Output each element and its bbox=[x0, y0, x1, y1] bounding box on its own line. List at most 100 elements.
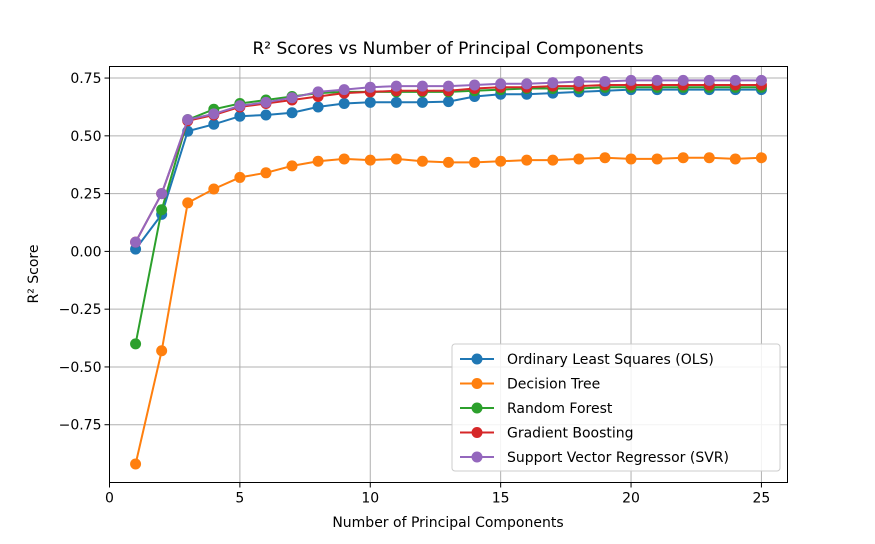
data-point bbox=[208, 118, 220, 130]
plot-frame bbox=[109, 66, 788, 483]
legend-label: Random Forest bbox=[507, 401, 613, 417]
data-point bbox=[443, 96, 454, 108]
data-point bbox=[130, 338, 142, 350]
legend-marker bbox=[471, 451, 483, 463]
data-point bbox=[469, 79, 481, 91]
data-point bbox=[547, 154, 559, 166]
y-tick-label: −0.50 bbox=[59, 360, 102, 376]
legend-item: Ordinary Least Squares (OLS) bbox=[460, 352, 714, 368]
data-point bbox=[729, 74, 741, 86]
data-point bbox=[182, 114, 194, 126]
series-5 bbox=[130, 74, 767, 248]
data-point bbox=[156, 345, 168, 357]
data-point bbox=[521, 154, 533, 166]
x-tick-label: 10 bbox=[361, 491, 379, 507]
legend-label: Support Vector Regressor (SVR) bbox=[507, 450, 729, 466]
series-layer bbox=[130, 74, 767, 470]
series-2 bbox=[130, 152, 767, 470]
data-point bbox=[677, 152, 689, 164]
legend-label: Decision Tree bbox=[507, 377, 600, 393]
legend-label: Ordinary Least Squares (OLS) bbox=[507, 352, 714, 368]
data-point bbox=[651, 74, 663, 86]
data-point bbox=[599, 152, 611, 164]
x-tick-label: 0 bbox=[105, 491, 114, 507]
legend-item: Support Vector Regressor (SVR) bbox=[460, 450, 729, 466]
data-point bbox=[312, 101, 324, 113]
axis-layer: 0 5 10 15 20 25 −0.75 −0.50 −0.25 0.00 0.25 0.50 0.7… bbox=[59, 71, 771, 506]
data-point bbox=[703, 74, 715, 86]
data-point bbox=[469, 156, 481, 168]
data-point bbox=[156, 188, 168, 200]
data-point bbox=[364, 81, 376, 93]
data-point bbox=[599, 76, 611, 88]
data-point bbox=[208, 108, 220, 120]
y-tick-label: 0.75 bbox=[70, 71, 101, 87]
legend-box bbox=[451, 343, 781, 472]
legend-item: Random Forest bbox=[460, 401, 613, 417]
data-point bbox=[573, 76, 585, 88]
data-point bbox=[625, 153, 637, 165]
data-point bbox=[234, 171, 246, 183]
data-point bbox=[416, 155, 428, 167]
data-point bbox=[338, 97, 350, 109]
grid-layer bbox=[109, 66, 788, 483]
data-point bbox=[260, 167, 272, 179]
data-point bbox=[364, 96, 376, 108]
data-point bbox=[416, 96, 428, 108]
y-tick-label: 0.25 bbox=[70, 187, 101, 203]
data-point bbox=[547, 77, 559, 89]
series-line bbox=[134, 86, 762, 344]
legend-item: Decision Tree bbox=[460, 377, 600, 393]
data-point bbox=[443, 156, 454, 168]
data-point bbox=[443, 80, 454, 92]
y-tick-label: −0.25 bbox=[59, 302, 102, 318]
legend-marker bbox=[471, 427, 483, 438]
y-tick-label: 0.00 bbox=[70, 244, 101, 260]
legend-label: Gradient Boosting bbox=[507, 426, 634, 442]
y-tick-label: −0.75 bbox=[59, 418, 102, 434]
data-point bbox=[156, 204, 168, 216]
data-point bbox=[130, 236, 142, 248]
x-tick-label: 15 bbox=[492, 491, 510, 507]
data-point bbox=[182, 197, 194, 209]
chart-title: R² Scores vs Number of Principal Compone… bbox=[252, 39, 643, 59]
x-axis-label: Number of Principal Components bbox=[332, 515, 563, 531]
data-point bbox=[338, 153, 350, 165]
data-point bbox=[729, 153, 741, 165]
data-point bbox=[521, 78, 533, 90]
data-point bbox=[677, 74, 689, 86]
data-point bbox=[755, 152, 767, 164]
data-point bbox=[703, 152, 715, 164]
data-point bbox=[651, 153, 663, 165]
data-point bbox=[338, 84, 350, 96]
data-point bbox=[234, 100, 246, 112]
data-point bbox=[130, 458, 142, 470]
data-point bbox=[312, 86, 324, 98]
data-point bbox=[234, 110, 246, 122]
legend-item: Gradient Boosting bbox=[460, 426, 634, 442]
data-point bbox=[286, 107, 298, 119]
data-point bbox=[390, 96, 402, 108]
data-point bbox=[364, 154, 376, 166]
data-point bbox=[573, 153, 585, 165]
data-point bbox=[755, 74, 767, 86]
data-point bbox=[390, 153, 402, 165]
data-point bbox=[495, 155, 507, 167]
data-point bbox=[416, 80, 428, 92]
data-point bbox=[260, 109, 272, 121]
x-tick-label: 25 bbox=[753, 491, 771, 507]
legend: Ordinary Least Squares (OLS) Decision Tre… bbox=[451, 343, 781, 472]
x-tick-label: 20 bbox=[622, 491, 640, 507]
series-line bbox=[134, 88, 762, 250]
data-point bbox=[286, 92, 298, 104]
data-point bbox=[260, 96, 272, 108]
data-point bbox=[286, 160, 298, 172]
y-axis-label: R² Score bbox=[26, 244, 42, 303]
data-point bbox=[495, 78, 507, 90]
legend-marker bbox=[471, 353, 483, 365]
data-point bbox=[312, 155, 324, 167]
legend-marker bbox=[471, 402, 483, 414]
data-point bbox=[390, 80, 402, 92]
